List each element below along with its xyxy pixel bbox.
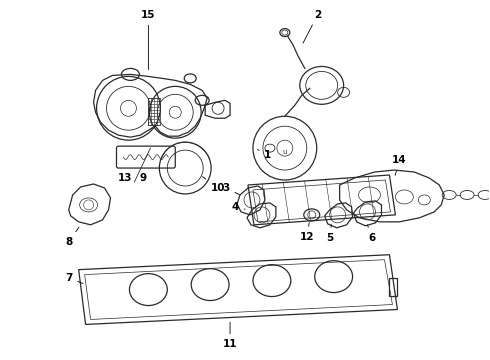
Text: 14: 14 (392, 155, 407, 175)
Bar (148, 98, 160, 125)
Text: 15: 15 (141, 10, 156, 69)
Text: 1: 1 (257, 149, 271, 160)
Text: 10: 10 (202, 177, 225, 193)
Text: 8: 8 (65, 227, 79, 247)
Text: 11: 11 (223, 322, 237, 349)
Text: 9: 9 (140, 173, 147, 183)
Text: 6: 6 (368, 225, 375, 243)
Text: u: u (283, 149, 287, 155)
Bar (390, 278, 397, 296)
Text: 3: 3 (222, 183, 240, 195)
Text: 13: 13 (118, 173, 133, 183)
Text: 5: 5 (326, 225, 333, 243)
Text: 12: 12 (299, 222, 314, 242)
Text: 2: 2 (303, 10, 321, 43)
Text: 7: 7 (65, 273, 83, 284)
Text: 4: 4 (231, 202, 245, 212)
